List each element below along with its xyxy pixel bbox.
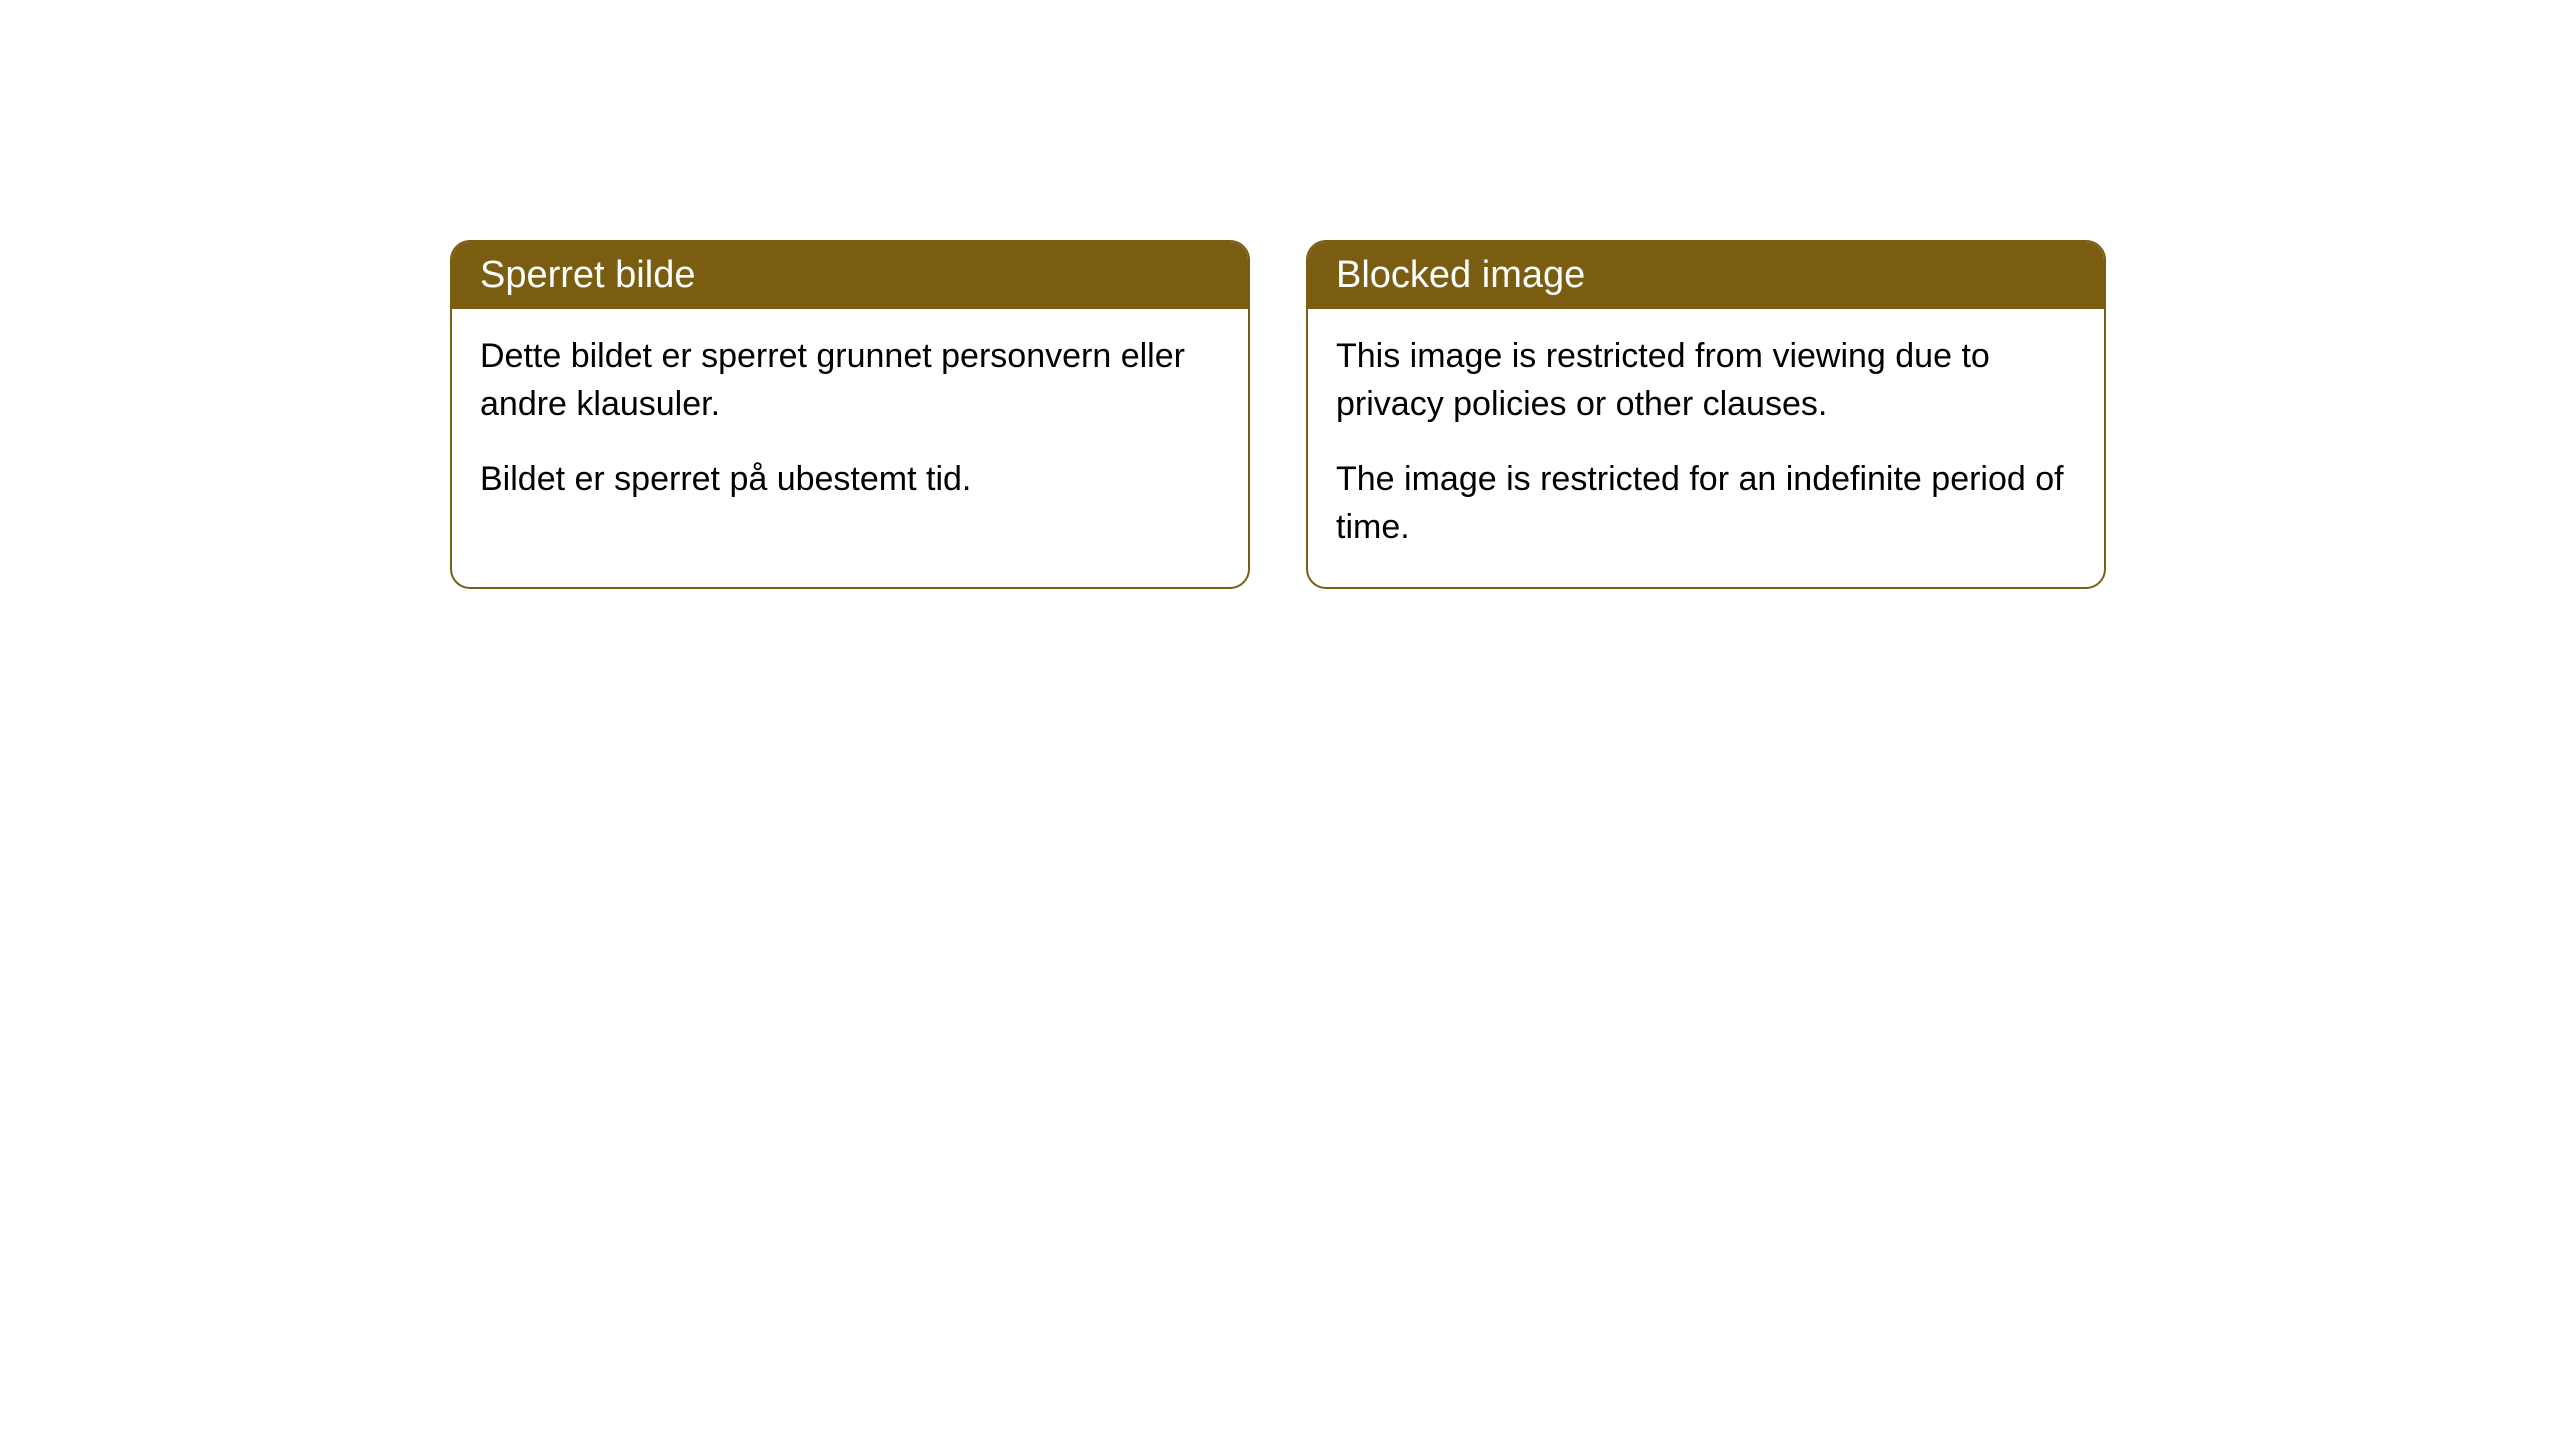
card-paragraph: This image is restricted from viewing du… — [1336, 333, 2076, 428]
card-title: Blocked image — [1336, 254, 1585, 296]
blocked-image-card-english: Blocked image This image is restricted f… — [1306, 240, 2106, 589]
card-header-norwegian: Sperret bilde — [452, 242, 1248, 309]
card-body-norwegian: Dette bildet er sperret grunnet personve… — [452, 309, 1248, 540]
blocked-image-card-norwegian: Sperret bilde Dette bildet er sperret gr… — [450, 240, 1250, 589]
card-header-english: Blocked image — [1308, 242, 2104, 309]
card-body-english: This image is restricted from viewing du… — [1308, 309, 2104, 587]
card-paragraph: Dette bildet er sperret grunnet personve… — [480, 333, 1220, 428]
card-title: Sperret bilde — [480, 254, 695, 296]
notice-container: Sperret bilde Dette bildet er sperret gr… — [450, 240, 2106, 589]
card-paragraph: The image is restricted for an indefinit… — [1336, 456, 2076, 551]
card-paragraph: Bildet er sperret på ubestemt tid. — [480, 456, 1220, 504]
